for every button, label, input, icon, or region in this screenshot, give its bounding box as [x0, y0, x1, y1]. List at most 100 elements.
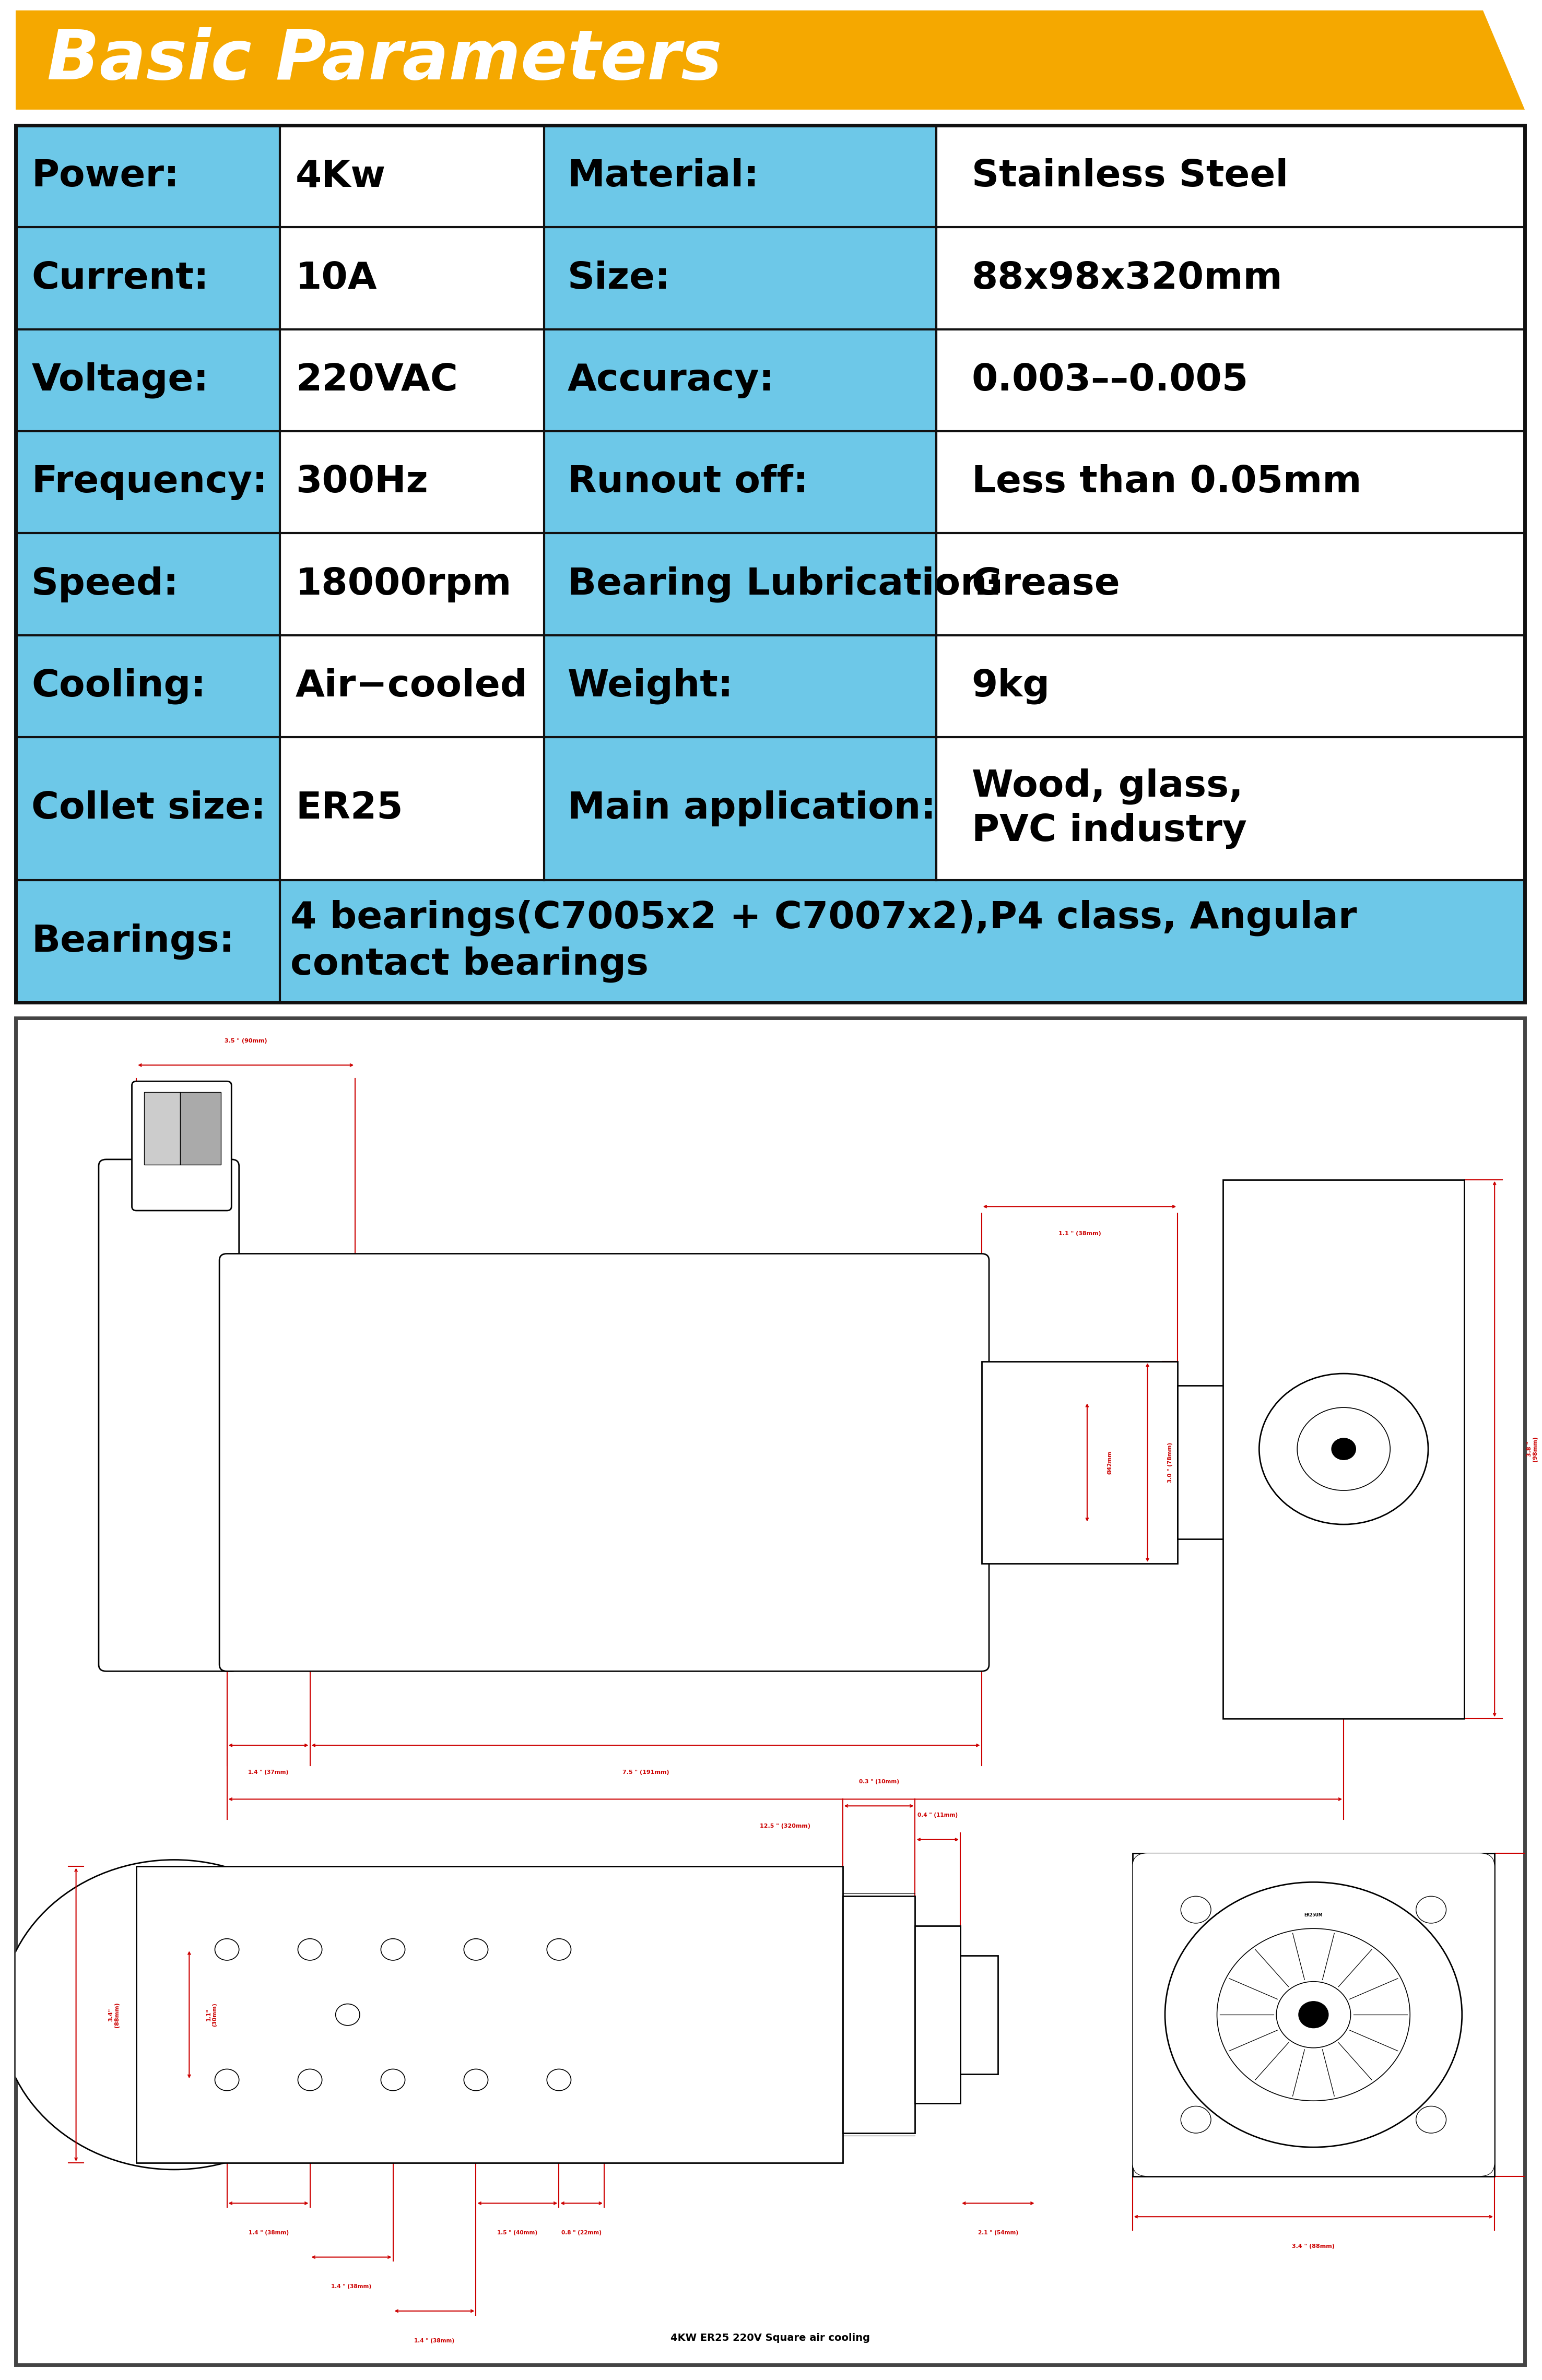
Bar: [279, 431, 544, 533]
Text: 0.003––0.005: 0.003––0.005: [971, 362, 1249, 397]
Text: 2.1 " (54mm): 2.1 " (54mm): [978, 2230, 1018, 2235]
Bar: [936, 738, 1525, 881]
Bar: [279, 881, 1525, 1002]
FancyBboxPatch shape: [133, 1081, 231, 1211]
Bar: [1314, 1421, 1343, 1502]
Circle shape: [381, 2068, 406, 2090]
Text: 3.8 "
(98mm): 3.8 " (98mm): [1527, 1435, 1537, 1461]
Text: Speed:: Speed:: [31, 566, 179, 602]
Text: 300Hz: 300Hz: [296, 464, 429, 500]
Bar: [143, 1092, 180, 1164]
Text: Wood, glass,
PVC industry: Wood, glass, PVC industry: [971, 769, 1246, 850]
Circle shape: [214, 2068, 239, 2090]
Bar: [961, 1956, 998, 2073]
Text: 3.5 " (90mm): 3.5 " (90mm): [225, 1038, 267, 1042]
Circle shape: [1416, 1897, 1446, 1923]
Text: 4Kw: 4Kw: [296, 159, 385, 195]
Text: ER25: ER25: [296, 790, 402, 826]
Circle shape: [1181, 2106, 1210, 2132]
Text: 1.5 " (40mm): 1.5 " (40mm): [498, 2230, 538, 2235]
Text: 18000rpm: 18000rpm: [296, 566, 512, 602]
Circle shape: [0, 1859, 347, 2171]
Bar: [544, 126, 936, 226]
Text: 3.0 " (78mm): 3.0 " (78mm): [1167, 1442, 1173, 1483]
Text: Main application:: Main application:: [567, 790, 936, 826]
Circle shape: [464, 2068, 487, 2090]
Text: Basic Parameters: Basic Parameters: [46, 26, 722, 93]
Text: Collet size:: Collet size:: [31, 790, 265, 826]
Bar: [279, 635, 544, 738]
Text: Power:: Power:: [31, 159, 179, 195]
Bar: [936, 226, 1525, 328]
Text: 4KW ER25 220V Square air cooling: 4KW ER25 220V Square air cooling: [671, 2332, 870, 2342]
Bar: [15, 738, 279, 881]
Bar: [15, 881, 279, 1002]
Bar: [15, 226, 279, 328]
Bar: [279, 738, 544, 881]
Bar: [1223, 1180, 1465, 1718]
Bar: [15, 328, 279, 431]
Bar: [1132, 1854, 1494, 2175]
Bar: [15, 126, 279, 226]
Bar: [544, 635, 936, 738]
Text: Accuracy:: Accuracy:: [567, 362, 774, 397]
Text: 0.3 " (10mm): 0.3 " (10mm): [859, 1780, 899, 1785]
Circle shape: [214, 1940, 239, 1961]
Circle shape: [381, 1940, 406, 1961]
Circle shape: [1260, 1373, 1428, 1526]
Circle shape: [1298, 2002, 1328, 2028]
Bar: [15, 635, 279, 738]
Bar: [279, 533, 544, 635]
Text: 12.5 " (320mm): 12.5 " (320mm): [760, 1823, 811, 1828]
Polygon shape: [15, 10, 1525, 109]
Bar: [136, 1866, 842, 2163]
Text: 7.5 " (191mm): 7.5 " (191mm): [623, 1771, 669, 1775]
Circle shape: [1181, 1897, 1210, 1923]
Text: Runout off:: Runout off:: [567, 464, 808, 500]
Text: 1.1 " (38mm): 1.1 " (38mm): [1058, 1230, 1101, 1235]
Bar: [544, 328, 936, 431]
Bar: [842, 1897, 914, 2132]
Bar: [180, 1092, 221, 1164]
Circle shape: [1166, 1883, 1462, 2147]
Text: Current:: Current:: [31, 259, 208, 295]
Bar: [936, 126, 1525, 226]
Text: 0.8 " (22mm): 0.8 " (22mm): [561, 2230, 601, 2235]
Text: 88x98x320mm: 88x98x320mm: [971, 259, 1283, 295]
Text: 1.1"
(30mm): 1.1" (30mm): [207, 2002, 217, 2028]
Text: Grease: Grease: [971, 566, 1119, 602]
Bar: [1254, 1402, 1314, 1523]
Circle shape: [298, 1940, 322, 1961]
Text: 1.4 " (38mm): 1.4 " (38mm): [248, 2230, 288, 2235]
Bar: [544, 431, 936, 533]
Text: 3.4 " (88mm): 3.4 " (88mm): [1292, 2244, 1335, 2249]
Bar: [279, 328, 544, 431]
Text: 4 bearings(C7005x2 + C7007x2),P4 class, Angular
contact bearings: 4 bearings(C7005x2 + C7007x2),P4 class, …: [290, 900, 1357, 983]
Bar: [15, 533, 279, 635]
Bar: [936, 533, 1525, 635]
Bar: [15, 431, 279, 533]
Text: Voltage:: Voltage:: [31, 362, 208, 397]
Text: Bearings:: Bearings:: [31, 923, 234, 959]
Circle shape: [336, 2004, 359, 2025]
Bar: [544, 533, 936, 635]
Text: Stainless Steel: Stainless Steel: [971, 159, 1288, 195]
Bar: [982, 1361, 1178, 1564]
Text: Weight:: Weight:: [567, 669, 734, 704]
Bar: [936, 328, 1525, 431]
Text: 1.4 " (37mm): 1.4 " (37mm): [248, 1771, 288, 1775]
Circle shape: [547, 1940, 571, 1961]
Text: 0.4 " (11mm): 0.4 " (11mm): [917, 1814, 958, 1818]
Circle shape: [1277, 1983, 1351, 2047]
Text: 220VAC: 220VAC: [296, 362, 458, 397]
Circle shape: [298, 2068, 322, 2090]
Bar: [279, 226, 544, 328]
Text: Bearing Lubrication:: Bearing Lubrication:: [567, 566, 1002, 602]
Circle shape: [1332, 1438, 1355, 1459]
Text: 1.4 " (38mm): 1.4 " (38mm): [415, 2337, 455, 2344]
FancyBboxPatch shape: [99, 1159, 239, 1671]
Text: Frequency:: Frequency:: [31, 464, 268, 500]
Bar: [15, 1019, 1525, 2366]
Circle shape: [1297, 1407, 1391, 1490]
Circle shape: [1217, 1928, 1409, 2102]
